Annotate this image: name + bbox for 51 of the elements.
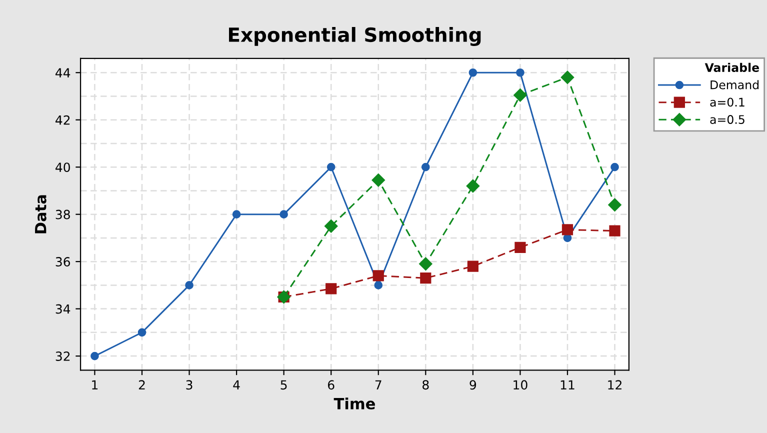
point <box>514 88 527 102</box>
x-tick-label: 1 <box>92 380 98 390</box>
x-tick-label: 11 <box>560 380 574 390</box>
point <box>421 162 430 172</box>
point <box>138 328 146 337</box>
point <box>90 352 99 360</box>
x-tick-label: 6 <box>328 380 334 390</box>
point <box>514 242 526 253</box>
legend-label: a=0.5 <box>710 115 744 124</box>
point <box>562 224 574 236</box>
point <box>467 260 478 272</box>
x-tick-label: 10 <box>514 380 528 390</box>
point <box>374 281 383 290</box>
point <box>608 198 622 212</box>
point <box>232 210 241 218</box>
point <box>516 68 524 77</box>
legend-label: Demand <box>710 80 759 90</box>
y-tick-label: 36 <box>56 257 70 266</box>
x-tick-label: 8 <box>422 380 429 390</box>
y-tick-label: 42 <box>56 115 70 125</box>
point <box>560 70 574 84</box>
point <box>419 257 432 271</box>
x-axis-title: Time <box>334 398 375 410</box>
point <box>372 270 384 282</box>
point <box>324 220 338 233</box>
y-axis-title: Data <box>35 195 46 234</box>
legend-label: a=0.1 <box>710 98 744 107</box>
point <box>326 283 337 294</box>
y-tick-label: 34 <box>56 304 70 314</box>
x-tick-label: 9 <box>470 380 476 390</box>
point <box>326 162 336 172</box>
x-tick-label: 5 <box>280 380 287 390</box>
x-tick-label: 4 <box>233 380 240 390</box>
point <box>372 174 385 187</box>
y-tick-label: 32 <box>56 352 70 361</box>
point <box>185 281 194 290</box>
x-tick-label: 12 <box>608 380 622 390</box>
y-tick-label: 44 <box>56 68 70 78</box>
point <box>280 210 288 218</box>
point <box>609 225 620 236</box>
point <box>420 272 432 284</box>
x-tick-label: 7 <box>375 380 382 390</box>
x-tick-label: 3 <box>186 380 192 390</box>
x-tick-label: 2 <box>138 380 145 390</box>
point <box>466 179 480 193</box>
chart-title: Exponential Smoothing <box>229 27 481 46</box>
y-tick-label: 38 <box>56 210 70 220</box>
legend-title: Variable <box>704 62 760 72</box>
point <box>610 162 619 172</box>
point <box>468 68 478 77</box>
y-tick-label: 40 <box>56 162 70 172</box>
